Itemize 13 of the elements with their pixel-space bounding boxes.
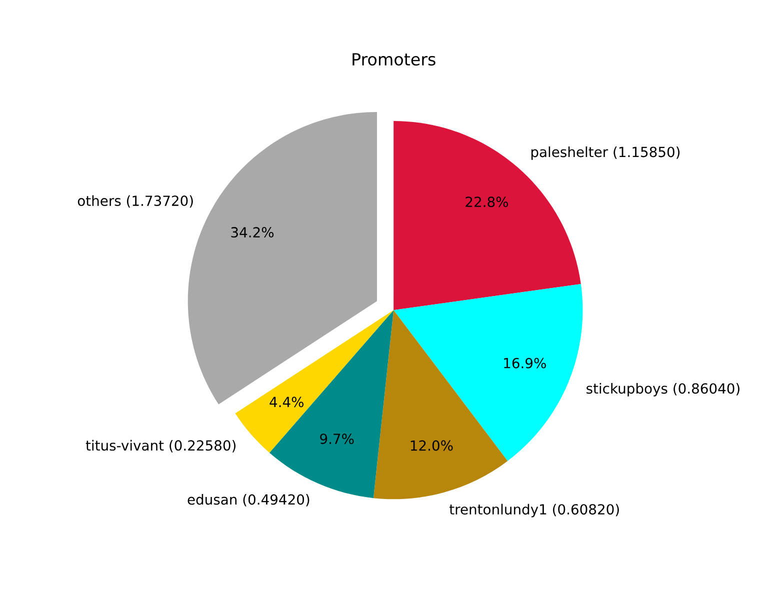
data-label: 34.2%	[231, 227, 274, 238]
slice-label: trentonlundy1 (0.60820)	[449, 504, 619, 518]
data-label: 4.4%	[270, 396, 304, 408]
chart-title: Promoters	[352, 53, 436, 66]
slice-label: stickupboys (0.86040)	[586, 382, 740, 396]
data-label: 16.9%	[504, 358, 546, 368]
data-label: 12.0%	[410, 440, 453, 451]
data-label: 22.8%	[466, 196, 508, 208]
slice-label: titus-vivant (0.22580)	[86, 440, 236, 452]
slice-label: others (1.73720)	[78, 195, 193, 208]
slice-label: paleshelter (1.15850)	[531, 146, 680, 160]
slice-label: edusan (0.49420)	[188, 494, 310, 506]
data-label: 9.7%	[320, 434, 354, 444]
